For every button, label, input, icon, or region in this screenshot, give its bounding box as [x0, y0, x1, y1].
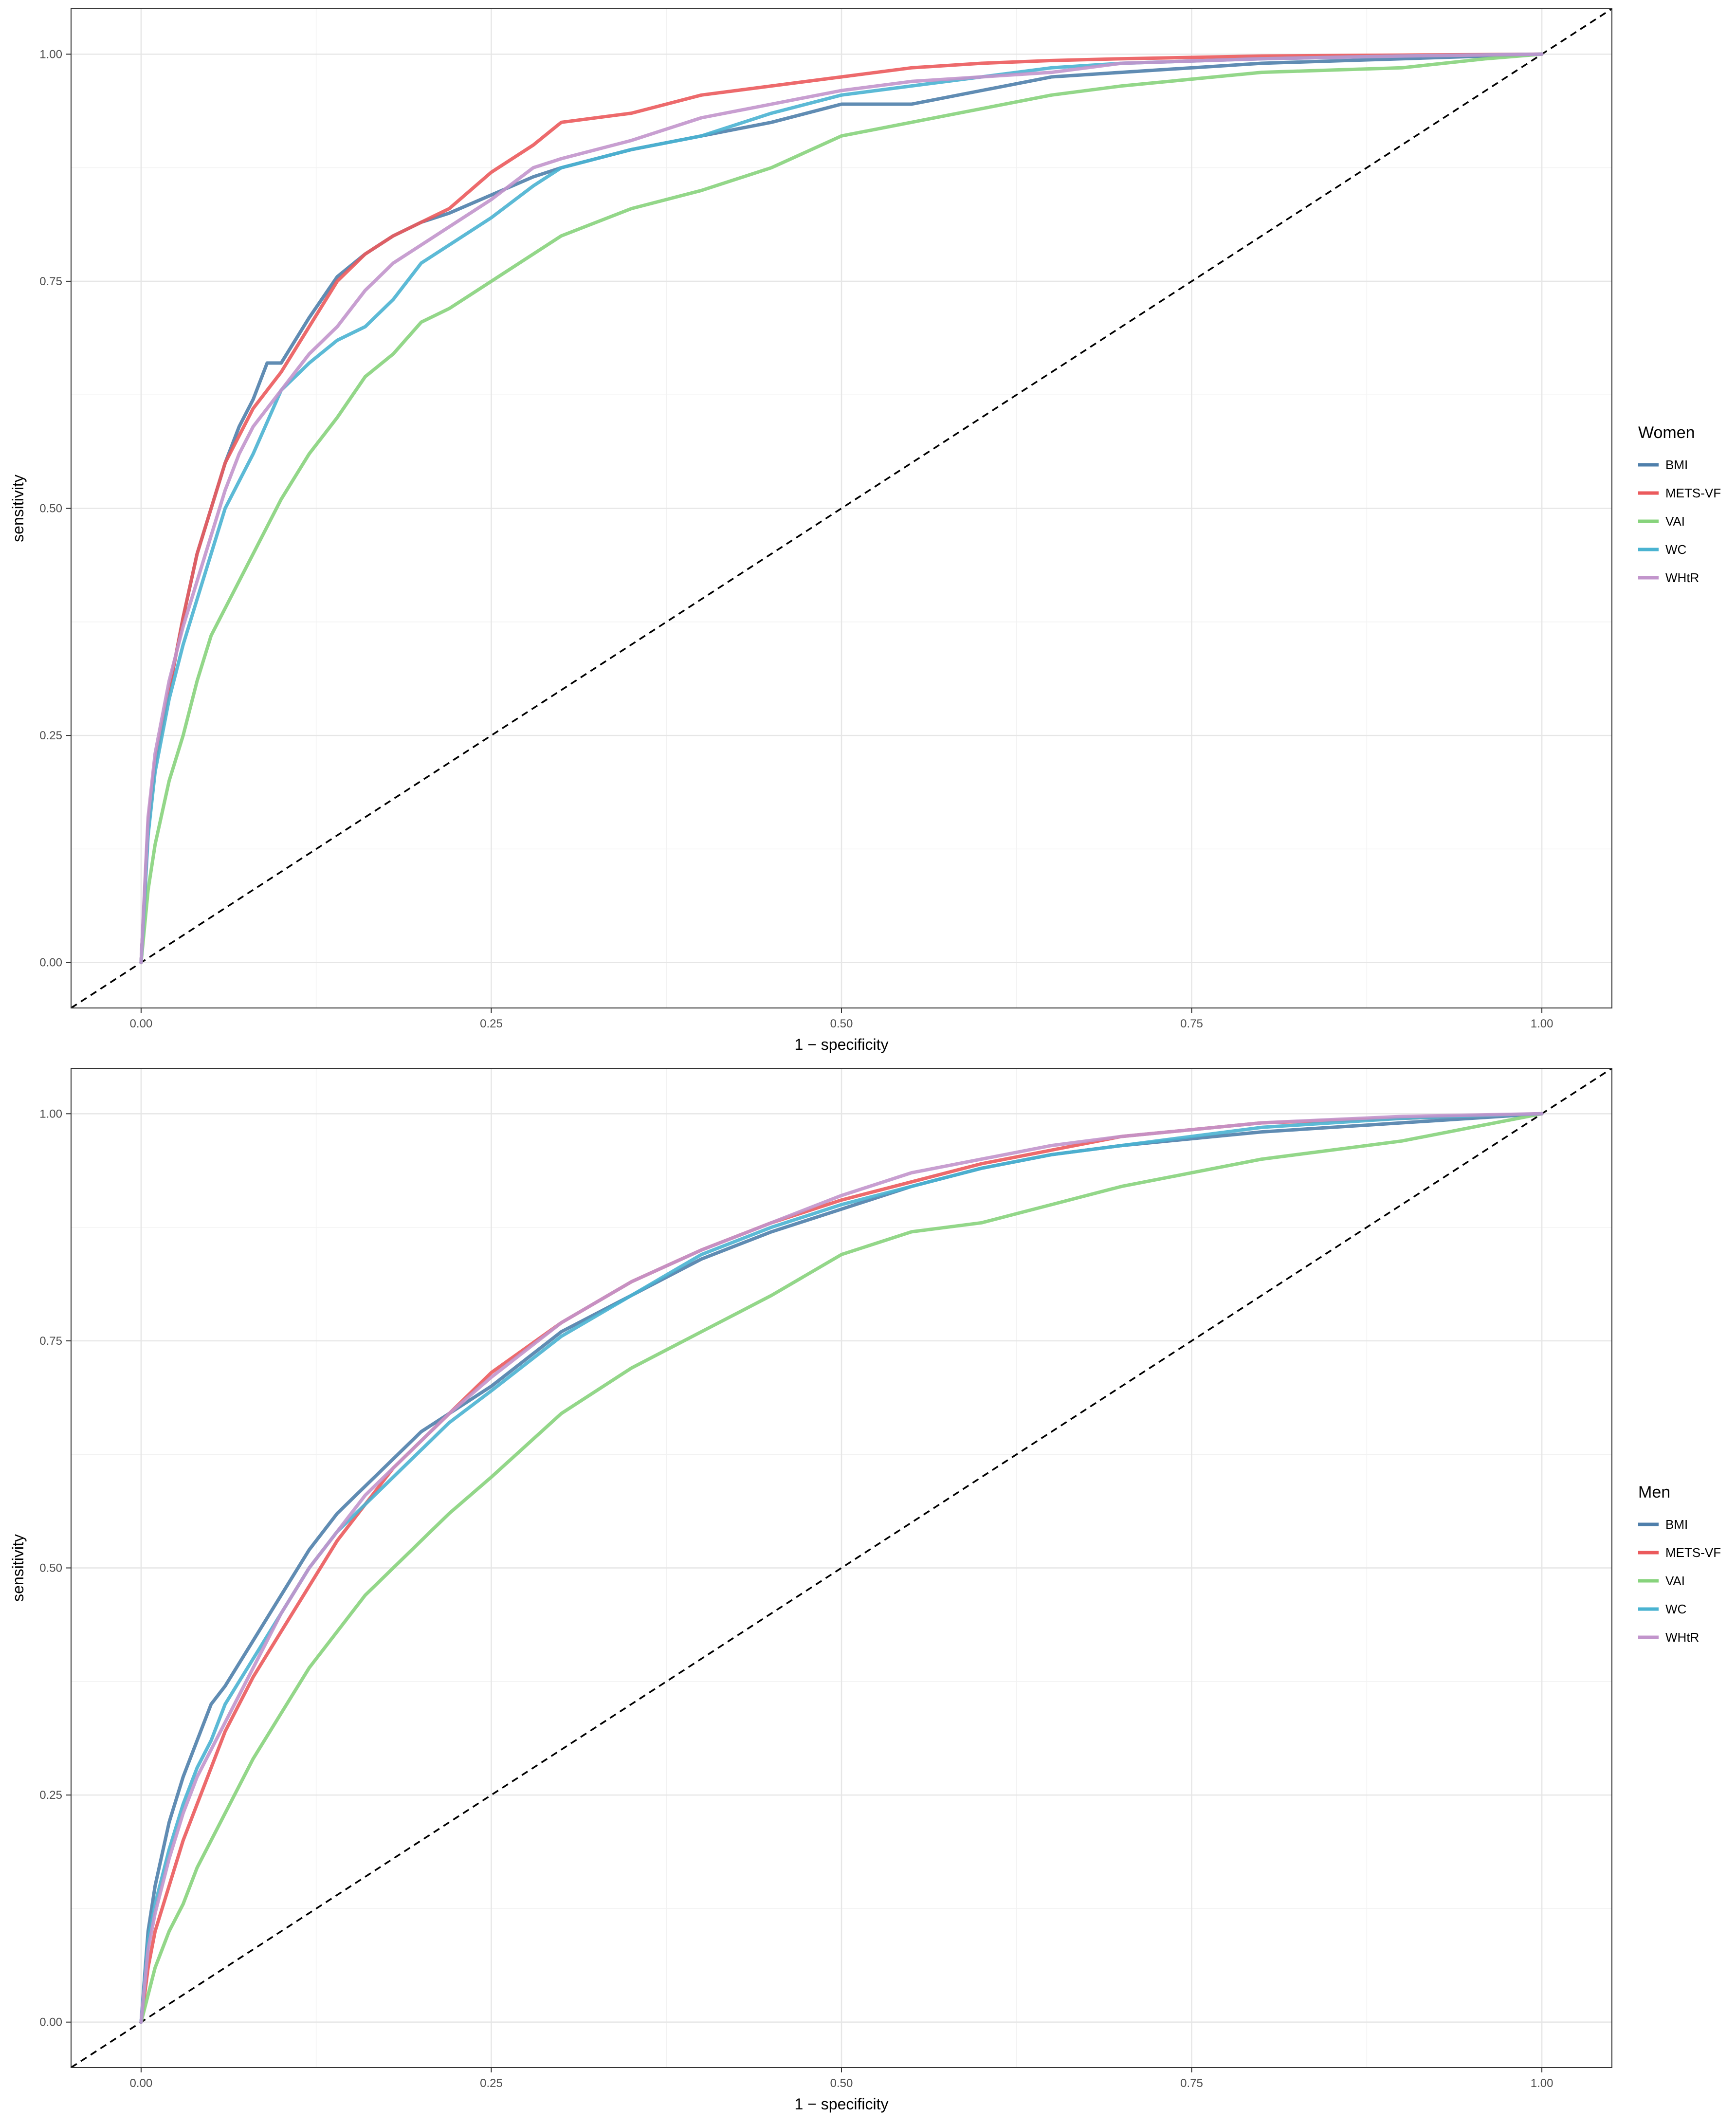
x-tick-label: 0.25	[480, 2077, 503, 2090]
legend-label-vai: VAI	[1665, 1574, 1685, 1588]
x-tick-label: 0.00	[130, 1017, 153, 1030]
y-tick-label: 0.50	[39, 502, 62, 515]
axis: 0.00 0.25 0.50 0.75 1.00 0.00 0.25 0.50 0.75 1.00	[39, 48, 1553, 1030]
legend-label-vai: VAI	[1665, 514, 1685, 529]
reference-diagonal-line	[71, 9, 1612, 1008]
grid-lines	[71, 1068, 1612, 2068]
chart-panel-men: 0.00 0.25 0.50 0.75 1.00 0.00 0.25 0.50 0.75 1.00…	[9, 1068, 1721, 2113]
y-tick-label: 1.00	[39, 1107, 62, 1120]
x-tick-label: 0.00	[130, 2077, 153, 2090]
series-line-vai	[139, 52, 1544, 965]
y-tick-label: 0.75	[39, 1335, 62, 1348]
y-tick-label: 0.00	[39, 2016, 62, 2029]
y-tick-label: 0.50	[39, 1562, 62, 1575]
grid-lines	[71, 9, 1612, 1008]
chart-panel-women: 0.00 0.25 0.50 0.75 1.00 0.00 0.25 0.50 0.75 1.00…	[9, 8, 1721, 1053]
legend-label-wc: WC	[1665, 1602, 1686, 1616]
y-tick-label: 1.00	[39, 48, 62, 61]
legend-label-mets-vf: METS-VF	[1665, 1545, 1721, 1560]
x-axis-title: 1 − specificity	[795, 1036, 889, 1053]
axis: 0.00 0.25 0.50 0.75 1.00 0.00 0.25 0.50 0.75 1.00	[39, 1107, 1553, 2090]
series-lines	[139, 52, 1544, 965]
legend-title: Women	[1638, 423, 1695, 442]
series-line-mets-vf	[139, 52, 1544, 965]
legend-label-wc: WC	[1665, 542, 1686, 557]
legend-label-whtr: WHtR	[1665, 1630, 1699, 1645]
legend: Men BMI METS-VF VAI WC WHtR	[1638, 1483, 1721, 1645]
y-tick-label: 0.75	[39, 275, 62, 288]
x-axis-title: 1 − specificity	[795, 2095, 889, 2113]
x-tick-label: 1.00	[1531, 2077, 1553, 2090]
x-tick-label: 1.00	[1531, 1017, 1553, 1030]
legend-title: Men	[1638, 1483, 1670, 1501]
legend-label-mets-vf: METS-VF	[1665, 486, 1721, 500]
x-tick-label: 0.75	[1180, 2077, 1203, 2090]
y-tick-label: 0.25	[39, 729, 62, 742]
legend-label-bmi: BMI	[1665, 1517, 1688, 1532]
series-line-whtr	[139, 1112, 1544, 2024]
series-line-vai	[139, 1112, 1544, 2024]
x-tick-label: 0.25	[480, 1017, 503, 1030]
series-lines	[139, 1112, 1544, 2024]
series-line-whtr	[139, 52, 1544, 965]
y-tick-label: 0.25	[39, 1789, 62, 1802]
legend-label-whtr: WHtR	[1665, 570, 1699, 585]
y-axis-title: sensitivity	[9, 1534, 27, 1602]
series-line-wc	[139, 1112, 1544, 2024]
reference-diagonal-line	[71, 1068, 1612, 2068]
x-tick-label: 0.50	[830, 2077, 853, 2090]
x-tick-label: 0.75	[1180, 1017, 1203, 1030]
y-tick-label: 0.00	[39, 956, 62, 970]
legend-label-bmi: BMI	[1665, 458, 1688, 472]
y-axis-title: sensitivity	[9, 475, 27, 542]
x-tick-label: 0.50	[830, 1017, 853, 1030]
legend: Women BMI METS-VF VAI WC WHtR	[1638, 423, 1721, 585]
